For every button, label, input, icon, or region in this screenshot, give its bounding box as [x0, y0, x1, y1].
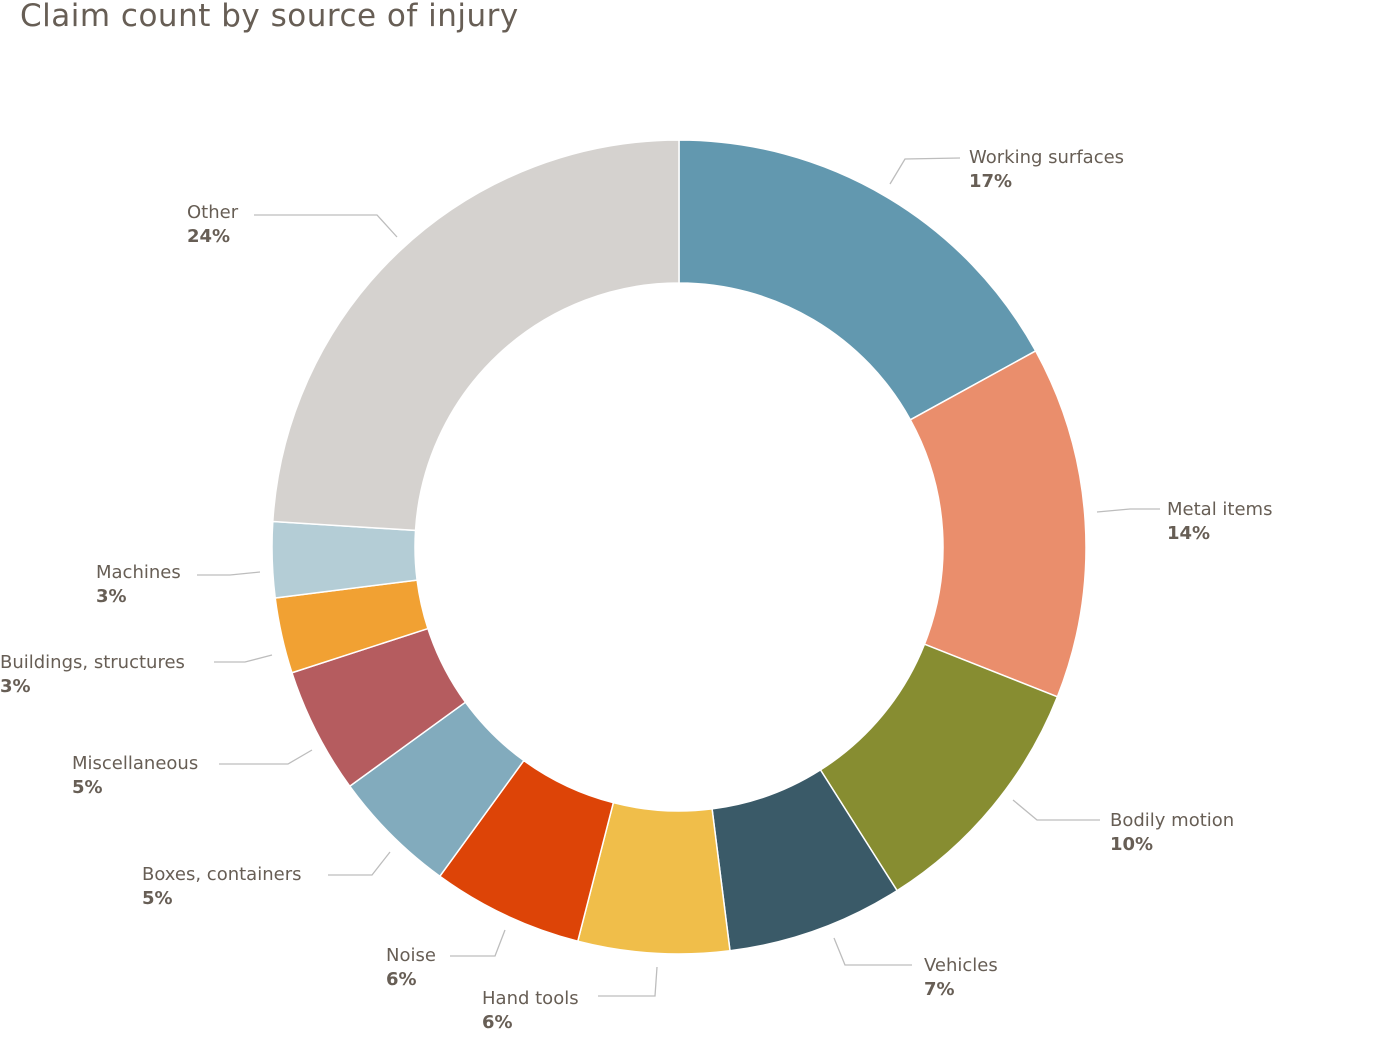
slice-value-vehicles: 7% — [924, 979, 955, 1000]
slice-label-buildings-structures: Buildings, structures — [0, 652, 185, 673]
leader-line-other — [254, 214, 398, 238]
slice-value-machines: 3% — [96, 586, 127, 607]
slice-value-working-surfaces: 17% — [969, 171, 1012, 192]
slice-working-surfaces[interactable] — [678, 139, 1037, 421]
leader-line-hand-tools — [598, 966, 658, 997]
slice-value-buildings-structures: 3% — [0, 676, 31, 697]
leader-line-buildings-structures — [214, 654, 273, 663]
leader-line-working-surfaces — [889, 157, 961, 185]
slice-value-bodily-motion: 10% — [1110, 834, 1153, 855]
slice-label-other: Other — [187, 202, 239, 223]
slice-value-other: 24% — [187, 226, 230, 247]
chart-title: Claim count by source of injury — [20, 0, 519, 34]
leader-line-bodily-motion — [1012, 799, 1100, 821]
slice-label-boxes-containers: Boxes, containers — [142, 864, 301, 885]
leader-line-machines — [197, 571, 261, 576]
slice-value-metal-items: 14% — [1167, 523, 1210, 544]
slice-value-noise: 6% — [386, 969, 417, 990]
leader-line-vehicles — [833, 937, 912, 966]
leader-line-noise — [450, 929, 506, 957]
slice-other[interactable] — [272, 139, 680, 532]
slice-label-bodily-motion: Bodily motion — [1110, 810, 1234, 831]
slice-label-working-surfaces: Working surfaces — [969, 147, 1124, 168]
slice-label-machines: Machines — [96, 562, 181, 583]
leader-line-boxes-containers — [328, 851, 391, 876]
slice-label-vehicles: Vehicles — [924, 955, 998, 976]
slice-label-hand-tools: Hand tools — [482, 988, 579, 1009]
leader-line-miscellaneous — [219, 749, 313, 765]
slice-label-miscellaneous: Miscellaneous — [72, 753, 198, 774]
slice-value-boxes-containers: 5% — [142, 888, 173, 909]
slice-label-noise: Noise — [386, 945, 436, 966]
slice-value-miscellaneous: 5% — [72, 777, 103, 798]
leader-line-metal-items — [1096, 508, 1160, 513]
slice-value-hand-tools: 6% — [482, 1012, 513, 1033]
slice-label-metal-items: Metal items — [1167, 499, 1272, 520]
